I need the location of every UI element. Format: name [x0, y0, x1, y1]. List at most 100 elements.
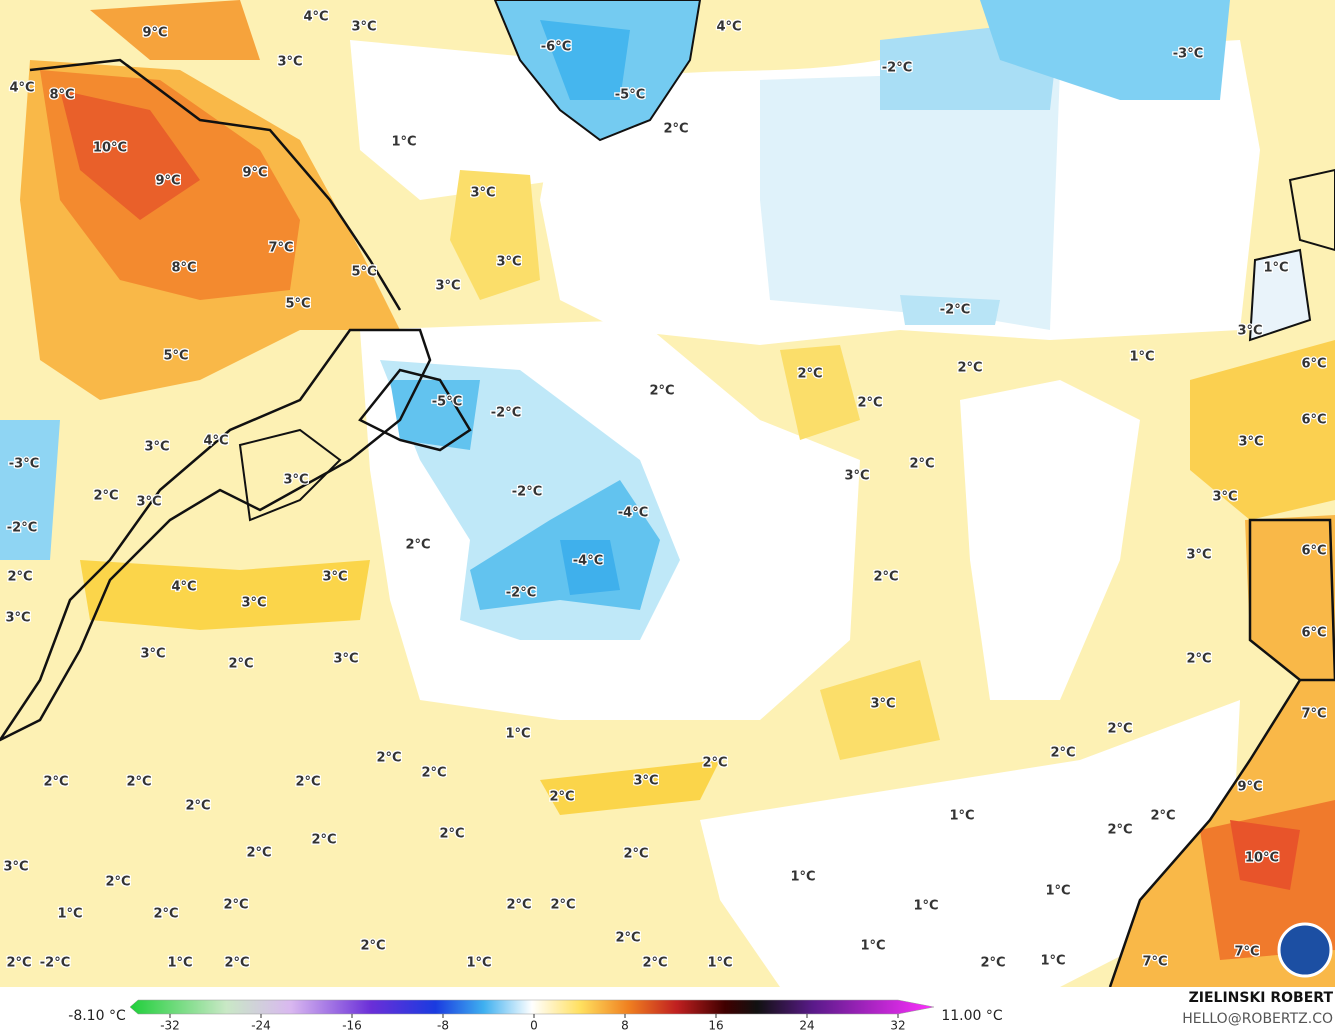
temperature-label: -6°C: [541, 40, 571, 55]
temperature-label: 4°C: [171, 580, 196, 595]
colorbar-tick-label: 16: [708, 1019, 723, 1033]
colorbar-tick-label: -24: [251, 1019, 271, 1033]
temperature-label: 4°C: [716, 20, 741, 35]
temperature-label: 7°C: [268, 241, 293, 256]
temperature-label: 3°C: [1237, 324, 1262, 339]
temperature-label: 1°C: [1045, 884, 1070, 899]
temperature-label: 2°C: [105, 875, 130, 890]
temperature-label: 2°C: [623, 847, 648, 862]
colorbar-tick-label: 8: [621, 1019, 629, 1033]
temperature-label: -5°C: [432, 395, 462, 410]
temperature-label: 2°C: [615, 931, 640, 946]
temperature-label: -4°C: [618, 506, 648, 521]
temperature-label: 7°C: [1142, 955, 1167, 970]
temperature-label: 4°C: [203, 434, 228, 449]
temperature-label: -2°C: [7, 521, 37, 536]
temperature-label: 2°C: [7, 570, 32, 585]
temperature-label: 2°C: [957, 361, 982, 376]
credit-name: ZIELINSKI ROBERT: [1189, 990, 1334, 1006]
temperature-label: -2°C: [940, 303, 970, 318]
temperature-label: 4°C: [303, 10, 328, 25]
temperature-label: 2°C: [649, 384, 674, 399]
temperature-label: 5°C: [351, 265, 376, 280]
temperature-label: 2°C: [550, 898, 575, 913]
temperature-label: 3°C: [144, 440, 169, 455]
temperature-label: 3°C: [277, 55, 302, 70]
temperature-label: 3°C: [470, 186, 495, 201]
temperature-label: 2°C: [1107, 722, 1132, 737]
temperature-label: 2°C: [857, 396, 882, 411]
temperature-label: 8°C: [49, 88, 74, 103]
temperature-label: 1°C: [1129, 350, 1154, 365]
colorbar-min: -8.10 °C: [68, 1008, 126, 1024]
temperature-label: 2°C: [376, 751, 401, 766]
temperature-label: 9°C: [142, 26, 167, 41]
temperature-label: 10°C: [1245, 851, 1279, 866]
temperature-label: -2°C: [40, 956, 70, 971]
temperature-label: 2°C: [663, 122, 688, 137]
temperature-label: 9°C: [1237, 780, 1262, 795]
temperature-label: -2°C: [882, 61, 912, 76]
temperature-label: 3°C: [5, 611, 30, 626]
temperature-label: -4°C: [573, 554, 603, 569]
temperature-label: 5°C: [285, 297, 310, 312]
colorbar: [129, 999, 935, 1015]
temperature-label: 2°C: [6, 956, 31, 971]
temperature-label: 2°C: [93, 489, 118, 504]
temperature-label: 2°C: [702, 756, 727, 771]
temperature-label: 3°C: [844, 469, 869, 484]
temperature-label: 2°C: [228, 657, 253, 672]
colorbar-tick-label: 0: [530, 1019, 538, 1033]
temperature-label: 2°C: [642, 956, 667, 971]
temperature-label: 4°C: [9, 81, 34, 96]
temperature-label: 1°C: [466, 956, 491, 971]
temperature-label: 2°C: [153, 907, 178, 922]
temperature-label: 2°C: [873, 570, 898, 585]
temperature-label: 1°C: [913, 899, 938, 914]
temperature-label: 3°C: [1186, 548, 1211, 563]
temperature-label: -3°C: [1173, 47, 1203, 62]
colorbar-tick-label: 32: [890, 1019, 905, 1033]
temperature-label: -2°C: [491, 406, 521, 421]
temperature-label: 1°C: [860, 939, 885, 954]
colorbar-tick-label: -16: [342, 1019, 362, 1033]
colorbar-tick-label: 24: [799, 1019, 814, 1033]
temperature-label: 2°C: [43, 775, 68, 790]
noaa-logo: [1277, 922, 1333, 978]
temperature-label: 3°C: [1238, 435, 1263, 450]
temperature-label: 2°C: [506, 898, 531, 913]
temperature-label: 1°C: [57, 907, 82, 922]
temperature-label: 7°C: [1301, 707, 1326, 722]
temperature-label: 3°C: [435, 279, 460, 294]
temperature-label: 2°C: [1050, 746, 1075, 761]
temperature-label: 2°C: [224, 956, 249, 971]
temperature-label: 3°C: [140, 647, 165, 662]
colorbar-tick-label: -32: [160, 1019, 180, 1033]
temperature-label: 3°C: [633, 774, 658, 789]
temperature-label: 2°C: [439, 827, 464, 842]
temperature-label: 3°C: [241, 596, 266, 611]
temperature-label: 2°C: [185, 799, 210, 814]
temperature-label: -3°C: [9, 457, 39, 472]
temperature-label: 2°C: [126, 775, 151, 790]
temperature-label: 5°C: [163, 349, 188, 364]
temperature-label: 6°C: [1301, 626, 1326, 641]
temperature-label: 2°C: [980, 956, 1005, 971]
temperature-label: 7°C: [1234, 945, 1259, 960]
credit-email: HELLO@ROBERTZ.CO: [1182, 1011, 1333, 1027]
temperature-label: 10°C: [93, 141, 127, 156]
temperature-label: 2°C: [1186, 652, 1211, 667]
temperature-label: 2°C: [1150, 809, 1175, 824]
temperature-label: 9°C: [155, 174, 180, 189]
temperature-label: 1°C: [949, 809, 974, 824]
temperature-label: -5°C: [615, 88, 645, 103]
temperature-label: 3°C: [351, 20, 376, 35]
temperature-label: 2°C: [246, 846, 271, 861]
temperature-label: 6°C: [1301, 544, 1326, 559]
temperature-label: -2°C: [506, 586, 536, 601]
temperature-label: 1°C: [167, 956, 192, 971]
temperature-labels: 4°C 3°C 9°C 3°C 4°C 8°C -6°C 4°C -5°C 2°C -2°C -3°C…: [2, 8, 1328, 972]
temperature-label: 3°C: [496, 255, 521, 270]
colorbar-tick-label: -8: [437, 1019, 449, 1033]
temperature-label: -2°C: [512, 485, 542, 500]
